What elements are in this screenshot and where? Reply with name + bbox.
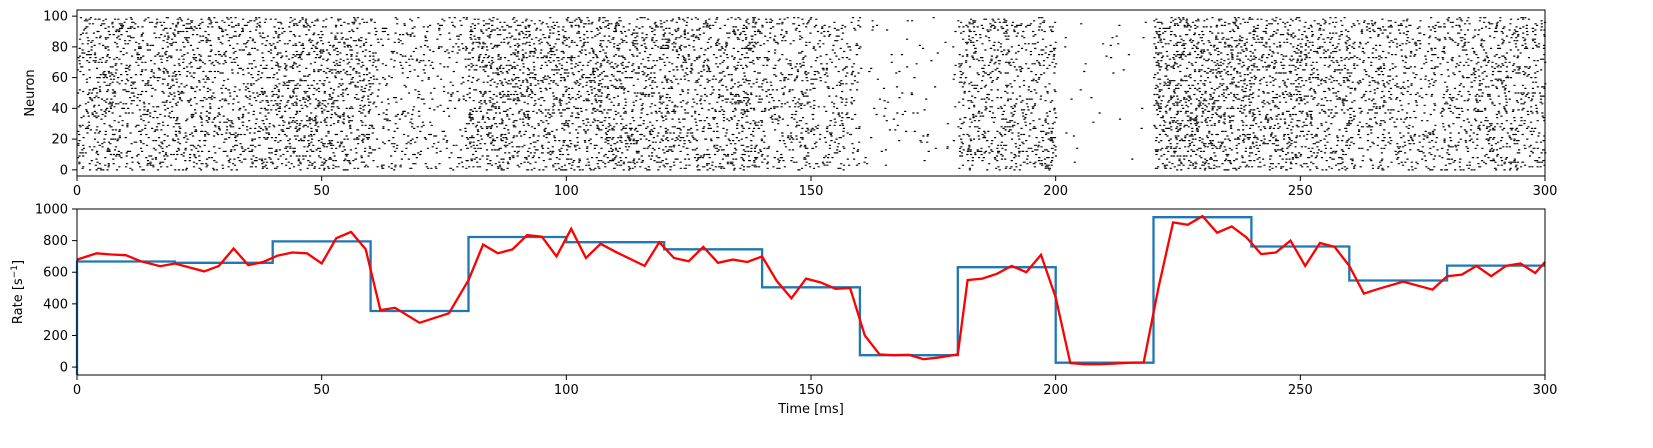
rate-y-ticks: 0 200 400 600 800 1000 bbox=[35, 203, 77, 376]
rate-y-tick-label: 600 bbox=[43, 266, 68, 281]
raster-y-tick-label: 100 bbox=[43, 10, 68, 25]
raster-x-tick-label: 0 bbox=[73, 184, 81, 199]
rate-x-axis-label: Time [ms] bbox=[777, 402, 844, 417]
rate-x-tick-label: 0 bbox=[73, 383, 81, 398]
rate-y-axis-label-end: ] bbox=[11, 260, 26, 265]
rate-x-tick-label: 300 bbox=[1533, 383, 1558, 398]
rate-series bbox=[75, 214, 1546, 375]
rate-x-tick-label: 50 bbox=[313, 383, 330, 398]
rate-estimate-series bbox=[76, 214, 1546, 366]
raster-x-tick-label: 300 bbox=[1533, 184, 1558, 199]
raster-y-tick-label: 80 bbox=[51, 40, 68, 55]
rate-y-axis-label: Rate [s−1] bbox=[10, 260, 26, 324]
rate-axes-frame bbox=[76, 208, 1546, 376]
raster-y-tick-label: 40 bbox=[51, 102, 68, 117]
raster-y-tick-label: 20 bbox=[51, 133, 68, 148]
rate-x-tick-label: 100 bbox=[554, 383, 579, 398]
raster-spike-dots bbox=[76, 17, 1547, 171]
rate-y-axis-label-sup: −1 bbox=[10, 265, 20, 278]
rate-x-tick-label: 250 bbox=[1288, 383, 1313, 398]
raster-x-tick-label: 200 bbox=[1043, 184, 1068, 199]
rate-y-tick-label: 0 bbox=[60, 361, 68, 376]
raster-x-tick-label: 50 bbox=[313, 184, 330, 199]
raster-spikes bbox=[76, 17, 1547, 171]
raster-x-tick-label: 150 bbox=[799, 184, 824, 199]
rate-y-tick-label: 400 bbox=[43, 297, 68, 312]
rate-y-tick-label: 200 bbox=[43, 329, 68, 344]
raster-y-ticks: 0 20 40 60 80 100 bbox=[43, 10, 77, 178]
raster-y-tick-label: 60 bbox=[51, 71, 68, 86]
rate-x-ticks: 0 50 100 150 200 250 300 bbox=[73, 375, 1558, 398]
rate-step-series bbox=[75, 216, 1545, 375]
raster-x-tick-label: 250 bbox=[1288, 184, 1313, 199]
raster-y-axis-label: Neuron bbox=[23, 69, 38, 116]
raster-axes-frame bbox=[76, 9, 1546, 177]
raster-y-tick-label: 0 bbox=[60, 163, 68, 178]
raster-x-tick-label: 100 bbox=[554, 184, 579, 199]
rate-x-tick-label: 200 bbox=[1043, 383, 1068, 398]
raster-x-ticks: 0 50 100 150 200 250 300 bbox=[73, 176, 1558, 199]
raster-panel: 0 50 100 150 200 250 300 0 20 40 60 80 100 Neuron bbox=[23, 9, 1558, 199]
rate-y-tick-label: 800 bbox=[43, 234, 68, 249]
rate-y-axis-label-main: Rate [s bbox=[11, 278, 26, 324]
rate-y-tick-label: 1000 bbox=[35, 203, 68, 218]
rate-panel: 0 50 100 150 200 250 300 0 200 400 600 800 1000 Tim… bbox=[10, 203, 1557, 418]
rate-x-tick-label: 150 bbox=[799, 383, 824, 398]
